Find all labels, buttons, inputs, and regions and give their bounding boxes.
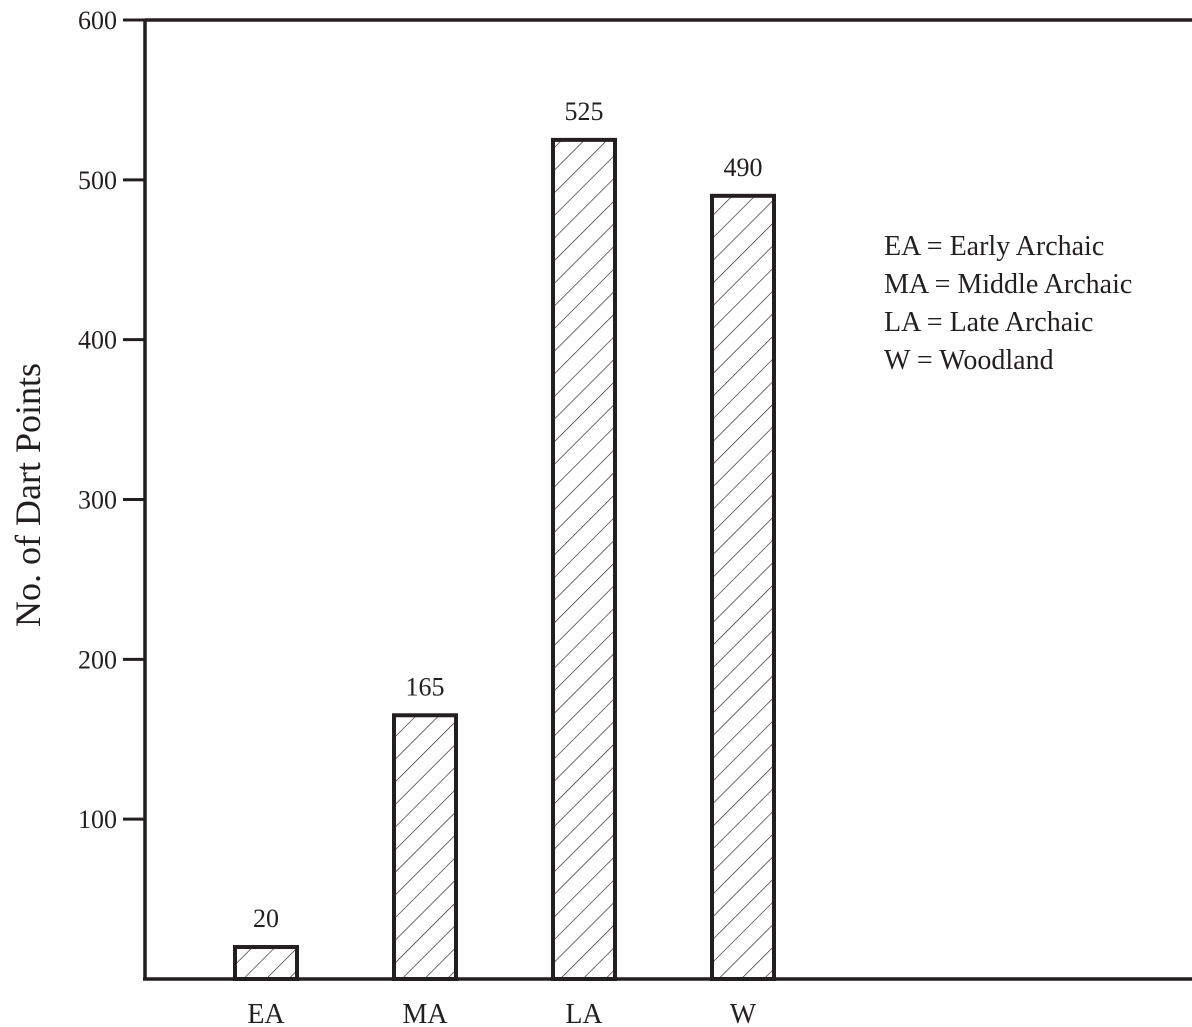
legend-entry: EA = Early Archaic <box>884 231 1104 262</box>
y-tick-label: 600 <box>78 6 117 35</box>
data-label-w: 490 <box>724 153 763 182</box>
y-tick-label: 300 <box>78 486 117 515</box>
category-labels: EA MA LA W <box>247 999 756 1027</box>
bar-la <box>551 137 617 981</box>
bars <box>233 137 776 982</box>
legend-entry: LA = Late Archaic <box>884 307 1093 338</box>
y-tick-label: 100 <box>78 805 117 834</box>
bar-w <box>710 193 776 982</box>
data-label-la: 525 <box>565 97 604 126</box>
category-label-w: W <box>730 999 757 1027</box>
category-label-la: LA <box>565 999 603 1027</box>
y-tick-label: 200 <box>78 645 117 674</box>
y-tick-label: 400 <box>78 326 117 355</box>
legend-entry: W = Woodland <box>884 345 1054 376</box>
category-label-ma: MA <box>402 999 448 1027</box>
legend-entry: MA = Middle Archaic <box>884 269 1132 300</box>
data-labels: 20 165 525 490 <box>253 97 763 933</box>
data-label-ea: 20 <box>253 904 279 933</box>
bar-ma <box>392 713 458 982</box>
legend: EA = Early Archaic MA = Middle Archaic LA … <box>884 231 1132 376</box>
bar-ea <box>233 945 299 981</box>
y-ticks: 100 200 300 400 500 600 <box>78 6 145 834</box>
y-axis-title: No. of Dart Points <box>8 363 48 627</box>
data-label-ma: 165 <box>406 672 445 701</box>
y-tick-label: 500 <box>78 166 117 195</box>
category-label-ea: EA <box>247 999 285 1027</box>
